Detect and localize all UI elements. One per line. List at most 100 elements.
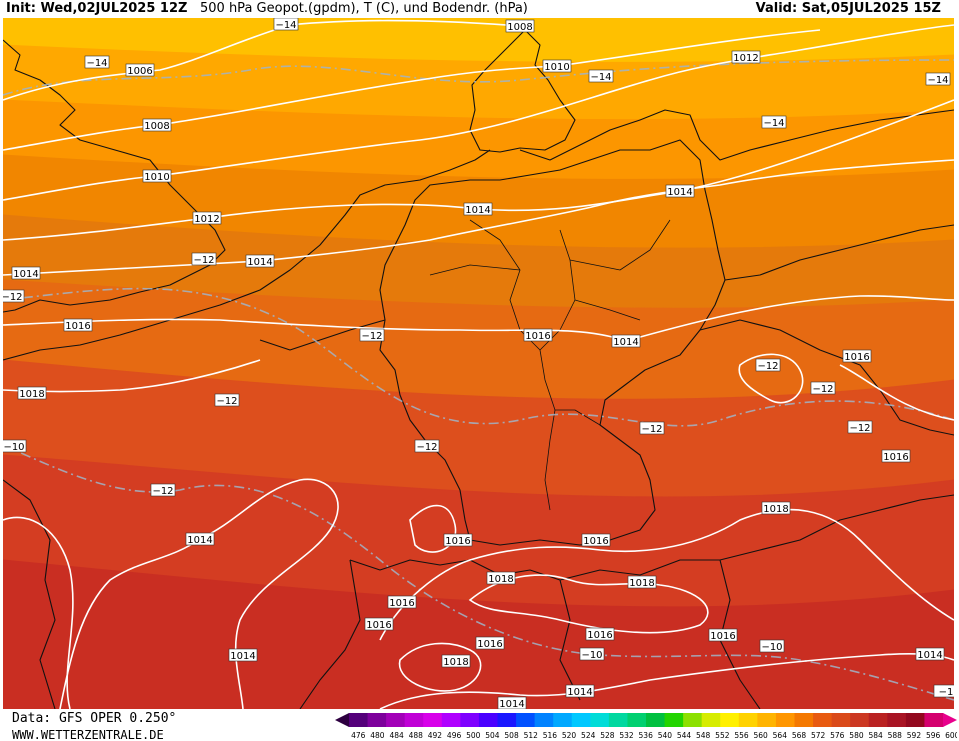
isobar-label: 1016 [364,617,394,631]
colorbar-tick-label: 548 [696,731,711,740]
colorbar-swatch [553,713,573,727]
isotherm-label-box [359,328,385,342]
isotherm-label: −10 [759,639,785,653]
isobar-label-box [523,328,553,342]
isobar-label: 1014 [611,334,641,348]
isotherm-label: −12 [3,289,25,303]
isotherm-label-text: −12 [641,424,662,435]
isobar-label-text: 1016 [366,620,391,631]
colorbar-tick-label: 600 [945,731,957,740]
isobar-label-text: 1014 [917,650,942,661]
colorbar-tick-label: 476 [351,731,366,740]
isobar-label: 1008 [142,118,172,132]
colorbar-swatch [367,713,387,727]
colorbar-tick-label: 576 [830,731,845,740]
isotherm-label: −12 [810,381,836,395]
isobar-label-box [881,449,911,463]
colorbar-tick-label: 520 [562,731,577,740]
germany-border [379,139,726,546]
colorbar-swatch [905,713,925,727]
colorbar-swatch [813,713,833,727]
isotherm-label: −12 [639,421,665,435]
isobar-label: 1014 [11,266,41,280]
colorbar-swatch [757,713,777,727]
colorbar-swatch [924,713,944,727]
isobar-1016c [839,364,954,421]
isobar-label: 1014 [497,696,527,709]
isotherm-label: −10 [579,647,605,661]
isobar-label: 1006 [125,63,155,77]
isobar-label-text: 1014 [13,269,38,280]
isobar-label-box [387,595,417,609]
isotherm-label: −14 [273,18,299,31]
isobar-label-text: 1014 [567,687,592,698]
isobar-label-box [142,169,172,183]
colorbar-swatch [627,713,647,727]
colorbar-swatch [441,713,461,727]
isobar-label: 1018 [761,501,791,515]
colorbar-tick-label: 596 [926,731,941,740]
isotherm-label-box [925,72,951,86]
isobar-label: 1016 [581,533,611,547]
colorbar-tick-label: 568 [792,731,807,740]
isotherm-label-box [191,252,217,266]
isobar-1008b [3,29,821,151]
valid-time: Valid: Sat,05JUL2025 15Z [755,1,941,16]
colorbar-tick-label: 564 [773,731,788,740]
isotherm-label: −12 [214,393,240,407]
isobar-label-box [708,628,738,642]
isobar-label: 1018 [441,654,471,668]
isobar-label-box [192,211,222,225]
colorbar-swatch [590,713,610,727]
colorbar-swatch [775,713,795,727]
isobar-label-text: 1016 [883,452,908,463]
isobar-label-box [475,636,505,650]
isobar-label: 1016 [523,328,553,342]
isotherm-label-box [150,483,176,497]
colorbar-tick-label: 488 [409,731,424,740]
isobar-label: 1016 [387,595,417,609]
isobar-label-box [842,349,872,363]
isobar-label-text: 1016 [587,630,612,641]
colorbar-swatch [608,713,628,727]
colorbar-tick-label: 592 [907,731,922,740]
colorbar-swatch [887,713,907,727]
colorbar-swatch [534,713,554,727]
isotherm-label-text: −12 [361,331,382,342]
isobar-label-text: 1018 [19,389,44,400]
isobar-label: 1016 [881,449,911,463]
isotherm-label-box [847,420,873,434]
isobar-label-text: 1012 [194,214,219,225]
init-time: Init: Wed,02JUL2025 12Z [6,1,188,16]
isobar-1016-south [379,508,954,641]
isobar-label-box [486,571,516,585]
isobar-label-box [505,19,535,33]
isobar-label-box [17,386,47,400]
isobar-label-box [542,59,572,73]
isobar-label: 1014 [665,184,695,198]
isotherm-label-box [84,55,110,69]
isobar-label-text: 1018 [629,578,654,589]
isotherm-label: −14 [761,115,787,129]
isobar-label: 1018 [17,386,47,400]
isotherm-label-box [588,69,614,83]
isobar-1016-west [409,504,457,553]
eastern-borders [699,224,954,436]
isobar-west-loop [3,516,74,709]
colorbar-tick-label: 484 [389,731,404,740]
colorbar-swatch [460,713,480,727]
isobar-label-text: 1014 [187,535,212,546]
isotherm-minus12 [3,287,954,427]
isobar-label-text: 1016 [710,631,735,642]
isobar-label-box [565,684,595,698]
isotherm-label-text: −12 [3,292,23,303]
isotherm-label-box [759,639,785,653]
colorbar-tick-label: 540 [658,731,673,740]
isotherm-label-text: −12 [152,486,173,497]
colorbar: 476 480 484 488 492 496 500 504 508 512 516 520 524 5… [335,713,957,740]
isobar-label-box [611,334,641,348]
isobar-label-text: 1018 [763,504,788,515]
colorbar-swatch [738,713,758,727]
isobar-label: 1014 [185,532,215,546]
